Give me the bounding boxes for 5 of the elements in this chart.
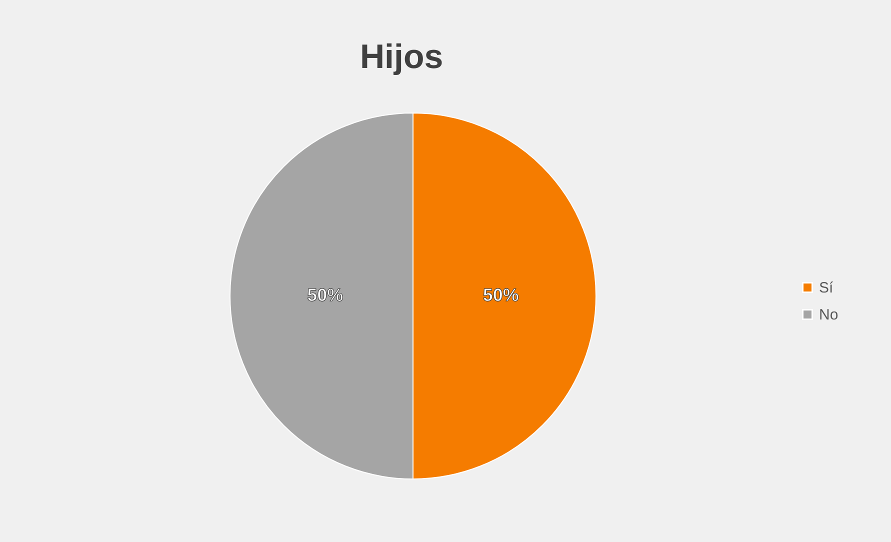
legend-label: No — [819, 306, 838, 324]
chart-title: Hijos — [360, 38, 444, 76]
data-label: 50% — [482, 285, 519, 305]
legend-label: Sí — [819, 280, 834, 296]
data-label: 50% — [307, 285, 344, 305]
